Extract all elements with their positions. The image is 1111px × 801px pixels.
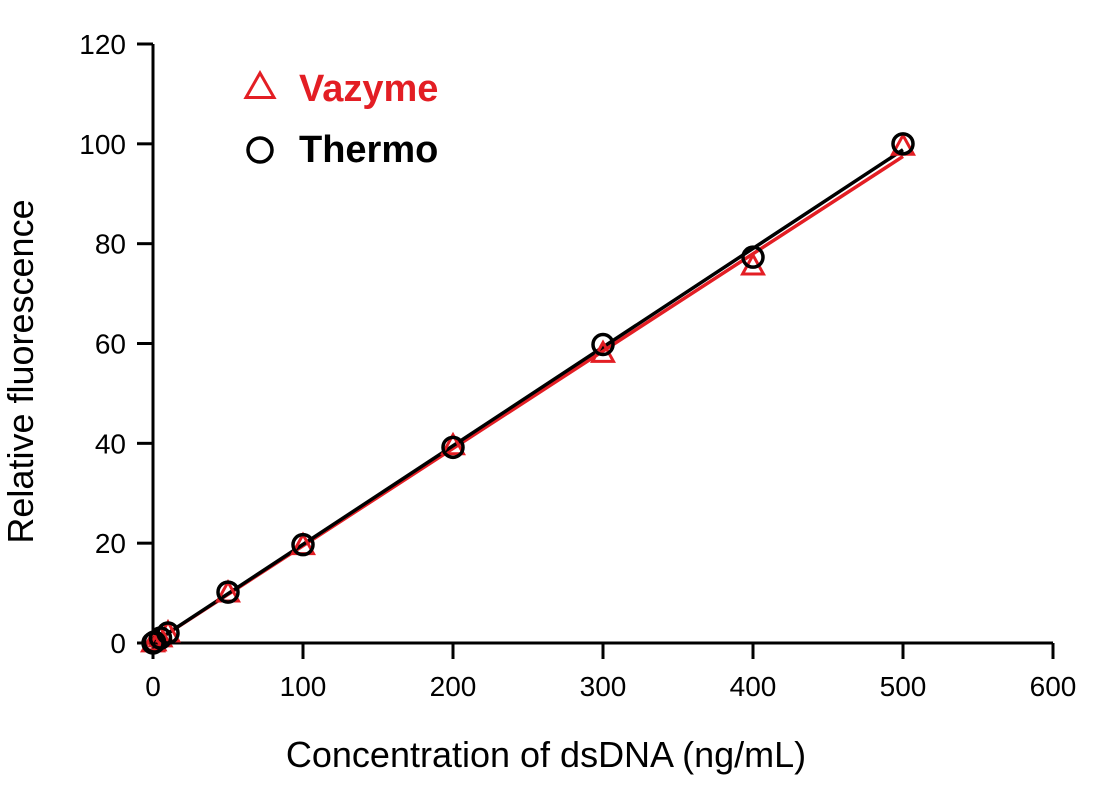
data-points (140, 132, 916, 655)
x-tick-label: 200 (430, 671, 477, 702)
legend-vazyme-marker (243, 69, 277, 99)
y-tick-label: 0 (110, 628, 126, 659)
legend-thermo-label: Thermo (299, 129, 438, 171)
legend: Vazyme Thermo (243, 68, 438, 171)
x-tick-label: 500 (880, 671, 927, 702)
fit-lines (152, 148, 904, 645)
thermo-point (891, 132, 915, 156)
vazyme-point (155, 618, 181, 643)
x-axis-title: Concentration of dsDNA (ng/mL) (286, 734, 806, 775)
thermo-point (741, 245, 765, 269)
y-tick-label: 120 (79, 29, 126, 60)
x-tick-label: 600 (1030, 671, 1077, 702)
y-tick-label: 60 (95, 329, 126, 360)
thermo-point (441, 435, 465, 460)
vazyme-point (440, 431, 466, 456)
y-tick-label: 40 (95, 428, 126, 459)
y-tick-label: 20 (95, 528, 126, 559)
x-tick-label: 100 (280, 671, 327, 702)
thermo-point (591, 332, 615, 357)
y-tick-label: 100 (79, 129, 126, 160)
thermo-point (291, 532, 315, 557)
thermo-point (216, 580, 240, 604)
y-axis-title: Relative fluorescence (0, 199, 41, 543)
x-tick-label: 0 (145, 671, 161, 702)
vazyme-point (147, 623, 174, 648)
axes: 0 100 200 300 400 500 600 0 20 40 60 80 100 120 (79, 29, 1076, 702)
legend-vazyme-label: Vazyme (299, 68, 438, 110)
thermo-fit-line (152, 148, 904, 645)
thermo-point (156, 621, 180, 645)
x-tick-label: 400 (730, 671, 777, 702)
legend-thermo-marker (246, 136, 274, 164)
y-tick-label: 80 (95, 229, 126, 260)
x-tick-label: 300 (580, 671, 627, 702)
